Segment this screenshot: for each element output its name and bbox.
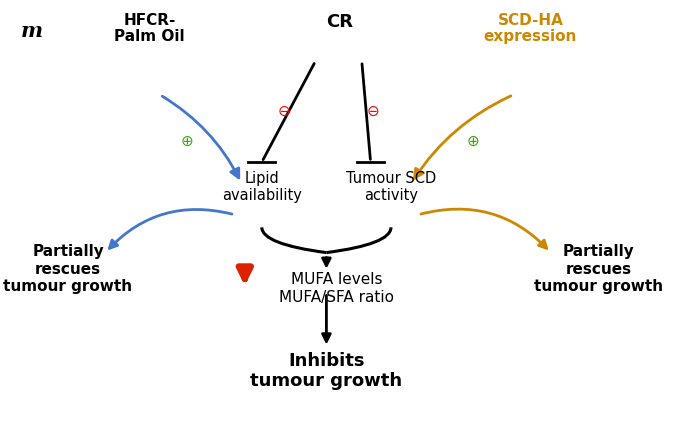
- Text: ⊕: ⊕: [181, 133, 193, 149]
- Text: ⊖: ⊖: [278, 104, 290, 119]
- Text: MUFA levels
MUFA/SFA ratio: MUFA levels MUFA/SFA ratio: [279, 272, 394, 304]
- Text: Tumour SCD
activity: Tumour SCD activity: [346, 171, 436, 203]
- Text: ⊕: ⊕: [466, 133, 479, 149]
- Text: Lipid
availability: Lipid availability: [222, 171, 302, 203]
- Text: CR: CR: [326, 13, 354, 31]
- Text: Inhibits
tumour growth: Inhibits tumour growth: [250, 352, 403, 390]
- Text: SCD-HA
expression: SCD-HA expression: [483, 13, 577, 45]
- Text: Partially
rescues
tumour growth: Partially rescues tumour growth: [3, 244, 133, 294]
- Text: ⊖: ⊖: [367, 104, 379, 119]
- Text: m: m: [20, 21, 43, 41]
- Text: HFCR-
Palm Oil: HFCR- Palm Oil: [114, 13, 185, 45]
- Text: Partially
rescues
tumour growth: Partially rescues tumour growth: [534, 244, 663, 294]
